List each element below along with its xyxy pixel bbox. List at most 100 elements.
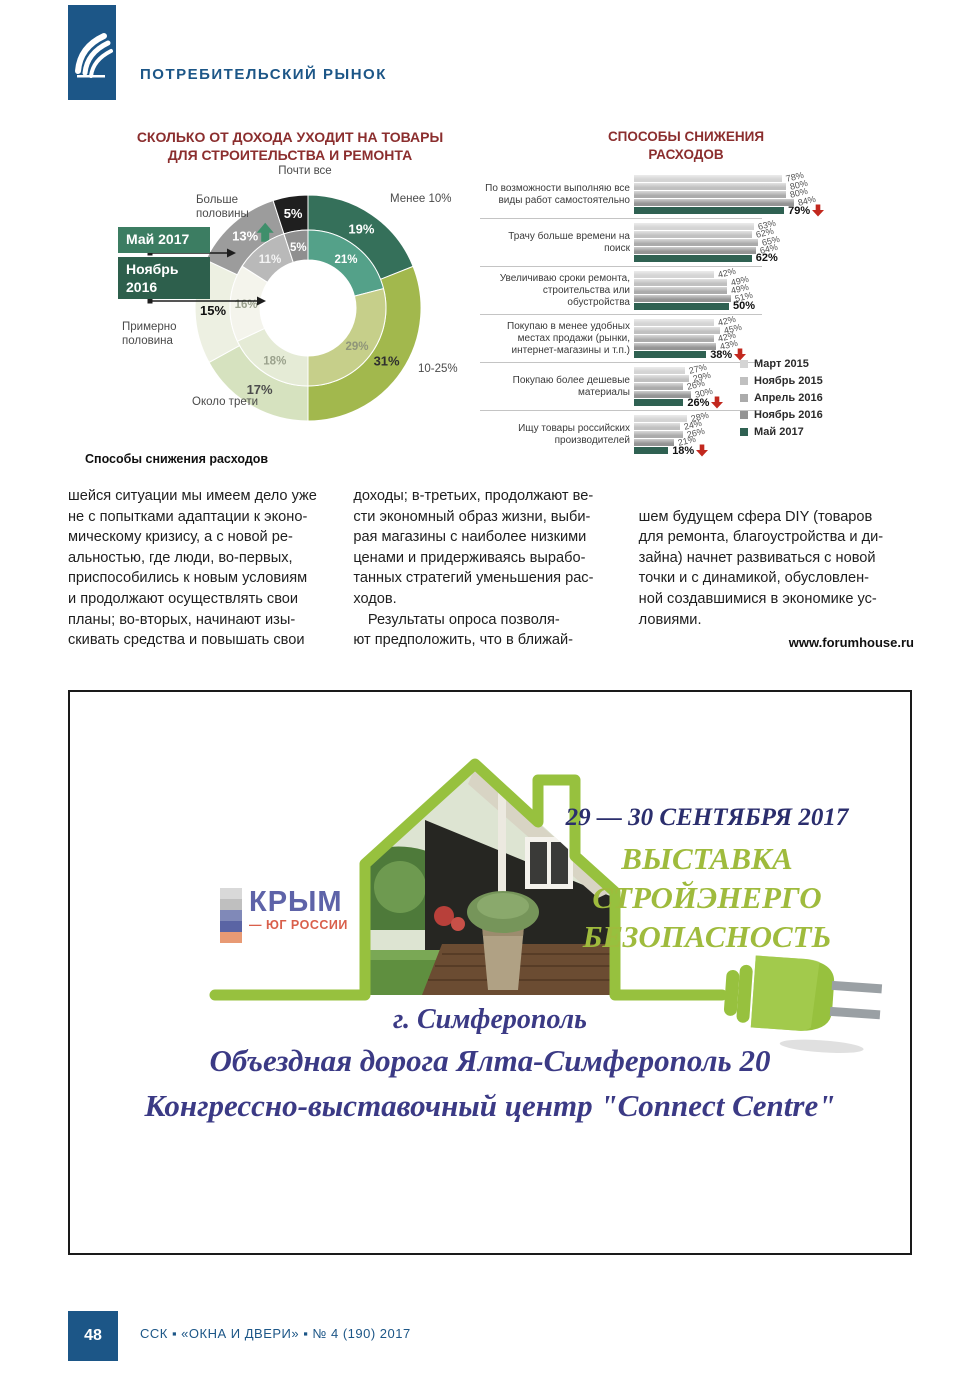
ad-title-line-3: БЕЗОПАСНОСТЬ bbox=[582, 918, 832, 954]
legend-item: Апрель 2016 bbox=[740, 389, 823, 406]
figure-caption: Способы снижения расходов bbox=[85, 452, 269, 466]
exhibition-ad-box: КРЫМ — ЮГ РОССИИ 29 — 30 СЕНТЯБРЯ 2017 В… bbox=[68, 690, 912, 1255]
donut-category-label: Почти все bbox=[278, 165, 331, 177]
legend-swatch bbox=[740, 376, 748, 385]
donut-percent-label: 18% bbox=[263, 355, 286, 367]
donut-category-label: Примерно половина bbox=[122, 321, 177, 347]
bar bbox=[634, 375, 690, 383]
bar bbox=[634, 431, 684, 439]
bar-group: Ищу товары российских производителей 28% 2… bbox=[480, 410, 892, 457]
ad-dates: 29 — 30 СЕНТЯБРЯ 2017 bbox=[565, 804, 849, 831]
bar-value: 26% bbox=[687, 396, 724, 409]
bar bbox=[634, 247, 756, 255]
donut-percent-label: 13% bbox=[232, 229, 258, 244]
group-separator bbox=[480, 362, 762, 364]
bar-value: 79% bbox=[788, 204, 825, 217]
bar-value: 18% bbox=[672, 444, 709, 457]
bar-group: По возможности выполняю все виды работ с… bbox=[480, 170, 892, 217]
bar bbox=[634, 343, 716, 351]
bar bbox=[634, 287, 728, 295]
bar-group: Увеличиваю сроки ремонта, строительства … bbox=[480, 266, 892, 313]
ad-title-line-1: ВЫСТАВКА bbox=[621, 841, 793, 876]
bar-group: Покупаю более дешевые материалы 27% 29% 26%… bbox=[480, 362, 892, 409]
trend-down-arrow bbox=[711, 396, 724, 409]
ad-title-line-2: СТРОЙЭНЕРГО bbox=[592, 879, 822, 915]
article-column-3-text: шем будущем сфера DIY (товаров для ремон… bbox=[638, 508, 884, 628]
bar bbox=[634, 423, 680, 431]
bar-group: Покупаю в менее удобных местах продажи (… bbox=[480, 314, 892, 361]
group-separator bbox=[480, 266, 762, 268]
donut-percent-label: 15% bbox=[200, 303, 226, 318]
house-outline bbox=[209, 758, 728, 1001]
bar bbox=[634, 207, 785, 215]
income-donut-chart: 19% 31% 17% 15% 13% 5% 21% 29% 18% 16% 11% 5% Менее … bbox=[122, 165, 458, 422]
ad-venue-address: Объездная дорога Ялта-Симферополь 20 bbox=[209, 1043, 771, 1079]
ad-illustration bbox=[209, 758, 883, 1053]
donut-percent-label: 17% bbox=[247, 382, 273, 397]
legend-item: Март 2015 bbox=[740, 355, 823, 372]
bar-value: 38% bbox=[710, 348, 747, 361]
bar bbox=[634, 271, 714, 279]
krym-flag-icon bbox=[220, 888, 242, 943]
bar bbox=[634, 415, 688, 423]
donut-category-label: 10-25% bbox=[418, 363, 458, 375]
legend-item: Ноябрь 2016 bbox=[740, 406, 823, 423]
power-plug-icon bbox=[723, 955, 883, 1053]
krym-logo: КРЫМ — ЮГ РОССИИ bbox=[220, 888, 348, 943]
donut-percent-label: 16% bbox=[235, 299, 258, 311]
bar-group-label: Увеличиваю сроки ремонта, строительства … bbox=[499, 273, 630, 308]
bar-group-label: Ищу товары российских производителей bbox=[518, 423, 630, 447]
ad-venue-center: Конгрессно-выставочный центр "Connect Ce… bbox=[144, 1088, 836, 1124]
bar-value: 50% bbox=[733, 300, 756, 313]
ad-exhibition-title: ВЫСТАВКА СТРОЙЭНЕРГО БЕЗОПАСНОСТЬ bbox=[532, 840, 882, 956]
footer-journal-line: ССК ▪ «ОКНА И ДВЕРИ» ▪ № 4 (190) 2017 bbox=[140, 1326, 411, 1341]
donut-percent-label: 29% bbox=[345, 341, 368, 353]
donut-percent-label: 21% bbox=[334, 254, 357, 266]
bar bbox=[634, 327, 720, 335]
group-separator bbox=[480, 218, 762, 220]
legend-item: Ноябрь 2015 bbox=[740, 372, 823, 389]
donut-segment bbox=[283, 229, 309, 263]
donut-chart-title: СКОЛЬКО ОТ ДОХОДА УХОДИТ НА ТОВАРЫ ДЛЯ С… bbox=[136, 129, 444, 164]
bar-group-label: Покупаю в менее удобных местах продажи (… bbox=[507, 321, 630, 356]
bar bbox=[634, 335, 714, 343]
bar-chart-title: СПОСОБЫ СНИЖЕНИЯ РАСХОДОВ bbox=[607, 129, 765, 162]
section-title: ПОТРЕБИТЕЛЬСКИЙ РЫНОК bbox=[140, 66, 387, 83]
ad-venue-city: г. Симферополь bbox=[393, 1004, 587, 1035]
legend-label: Май 2017 bbox=[754, 425, 804, 438]
bar bbox=[634, 383, 684, 391]
legend-label: Ноябрь 2016 bbox=[754, 408, 823, 421]
bar bbox=[634, 319, 714, 327]
group-separator bbox=[480, 410, 762, 412]
donut-percent-label: 5% bbox=[284, 206, 303, 221]
trend-down-arrow bbox=[734, 348, 747, 361]
donut-category-label: Больше половины bbox=[196, 194, 249, 220]
bar bbox=[634, 279, 728, 287]
legend-swatch bbox=[740, 427, 748, 436]
donut-percent-label: 19% bbox=[348, 221, 374, 236]
bar-group-label: Покупаю более дешевые материалы bbox=[512, 375, 630, 399]
bar bbox=[634, 399, 684, 407]
bar bbox=[634, 295, 731, 303]
legend-label: Ноябрь 2015 bbox=[754, 374, 823, 387]
donut-percent-label: 5% bbox=[290, 242, 307, 254]
bar bbox=[634, 303, 729, 311]
bar-groups: По возможности выполняю все виды работ с… bbox=[480, 170, 892, 457]
bar bbox=[634, 191, 786, 199]
trend-down-arrow bbox=[696, 444, 709, 457]
bar bbox=[634, 199, 794, 207]
legend-swatch bbox=[740, 359, 748, 368]
bar-group-label: Трачу больше времени на поиск bbox=[508, 231, 630, 255]
donut-category-label: Около трети bbox=[192, 396, 258, 408]
footer-page-number: 48 bbox=[68, 1311, 118, 1361]
trend-up-arrow bbox=[256, 222, 274, 242]
article-source: www.forumhouse.ru bbox=[788, 635, 914, 651]
bar bbox=[634, 231, 752, 239]
bar bbox=[634, 351, 707, 359]
masthead-logo bbox=[68, 5, 116, 100]
ad-venue: г. Симферополь Объездная дорога Ялта-Сим… bbox=[90, 1000, 890, 1129]
bar bbox=[634, 367, 686, 375]
expense-bar-chart: СПОСОБЫ СНИЖЕНИЯ РАСХОДОВ По возможности… bbox=[480, 128, 892, 457]
legend-swatch bbox=[740, 393, 748, 402]
